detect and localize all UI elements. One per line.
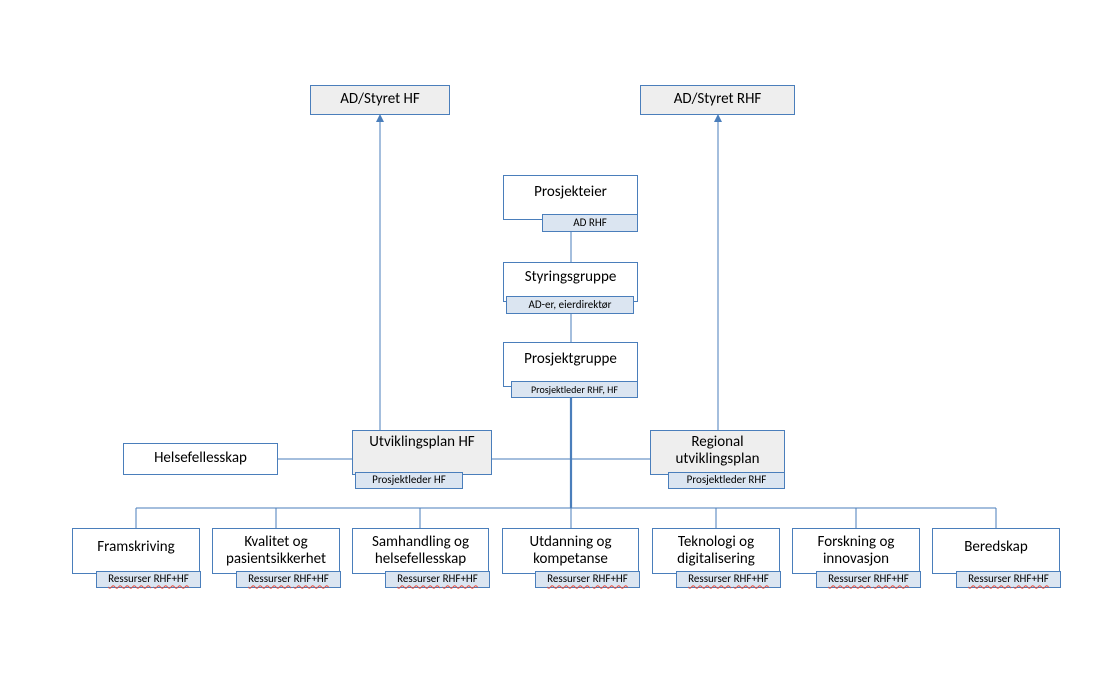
node-beredskap: Beredskap [932, 528, 1060, 574]
node-forskning: Forskning og innovasjon [792, 528, 920, 574]
node-utviklingsplan-hf: Utviklingsplan HF [352, 430, 492, 475]
sub-ressurs-3: Ressurser RHF+HF [385, 571, 490, 588]
sub-prosjektleder-rhf-hf: Prosjektleder RHF, HF [511, 381, 638, 398]
node-label: Forskning og innovasjon [797, 534, 915, 569]
sub-label: Prosjektleder HF [372, 474, 446, 486]
node-teknologi: Teknologi og digitalisering [652, 528, 780, 574]
sub-prosjektleder-hf: Prosjektleder HF [355, 472, 463, 489]
sub-ressurs-6: Ressurser RHF+HF [816, 571, 921, 588]
node-label: Helsefellesskap [154, 450, 247, 467]
sub-label: Ressurser RHF+HF [547, 573, 628, 585]
sub-label: AD-er, eierdirektør [529, 299, 612, 311]
node-label: Prosjekteier [534, 184, 607, 201]
node-label: Utdanning og kompetanse [507, 534, 634, 569]
sub-ressurs-7: Ressurser RHF+HF [956, 571, 1061, 588]
node-label: AD/Styret HF [340, 91, 419, 108]
node-label: Utviklingsplan HF [369, 434, 474, 451]
sub-ressurs-4: Ressurser RHF+HF [535, 571, 640, 588]
node-label: Framskriving [97, 539, 175, 556]
sub-label: Prosjektleder RHF [687, 474, 767, 486]
sub-label: Ressurser RHF+HF [248, 573, 329, 585]
sub-ad-er: AD-er, eierdirektør [506, 296, 634, 314]
node-label: Teknologi og digitalisering [657, 534, 775, 569]
sub-label: Ressurser RHF+HF [397, 573, 478, 585]
sub-label: Prosjektleder RHF, HF [531, 384, 618, 395]
node-ad-styret-hf: AD/Styret HF [310, 85, 450, 115]
node-regional-utviklingsplan: Regional utviklingsplan [650, 430, 785, 475]
sub-ressurs-2: Ressurser RHF+HF [236, 571, 341, 588]
sub-ressurs-1: Ressurser RHF+HF [96, 571, 201, 588]
node-label: Beredskap [964, 539, 1028, 556]
sub-label: Ressurser RHF+HF [108, 573, 189, 585]
sub-ad-rhf: AD RHF [542, 214, 638, 232]
sub-label: Ressurser RHF+HF [968, 573, 1049, 585]
node-helsefellesskap: Helsefellesskap [123, 443, 278, 475]
sub-ressurs-5: Ressurser RHF+HF [676, 571, 781, 588]
node-label: AD/Styret RHF [674, 91, 762, 108]
node-utdanning: Utdanning og kompetanse [502, 528, 639, 574]
node-framskriving: Framskriving [72, 528, 200, 574]
sub-label: Ressurser RHF+HF [828, 573, 909, 585]
node-label: Samhandling og helsefellesskap [357, 534, 484, 569]
node-label: Kvalitet og pasientsikkerhet [217, 534, 335, 569]
node-kvalitet: Kvalitet og pasientsikkerhet [212, 528, 340, 574]
sub-label: Ressurser RHF+HF [688, 573, 769, 585]
node-ad-styret-rhf: AD/Styret RHF [640, 85, 795, 115]
sub-label: AD RHF [573, 217, 607, 229]
sub-prosjektleder-rhf: Prosjektleder RHF [668, 472, 785, 489]
node-label: Styringsgruppe [525, 269, 617, 286]
node-samhandling: Samhandling og helsefellesskap [352, 528, 489, 574]
node-label: Regional utviklingsplan [655, 434, 780, 469]
node-label: Prosjektgruppe [524, 351, 617, 368]
